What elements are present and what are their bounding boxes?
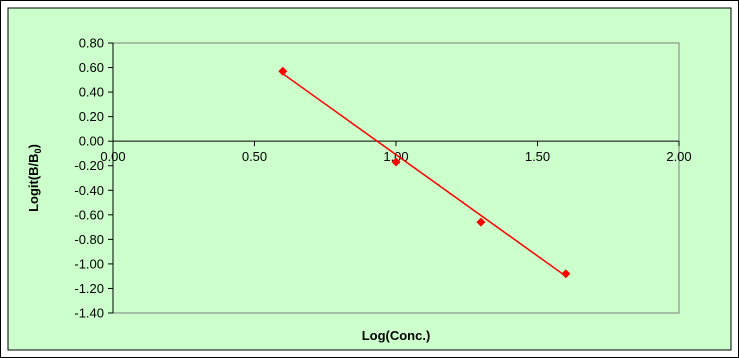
y-axis-title-main: Logit(B/B xyxy=(26,153,41,211)
plot-area xyxy=(112,42,680,314)
y-axis-title-close: ) xyxy=(26,144,41,148)
data-point-marker xyxy=(561,269,571,279)
data-point-marker xyxy=(278,66,288,76)
data-points xyxy=(278,66,571,279)
y-tick-label: -1.20 xyxy=(74,281,104,296)
y-axis: 0.80 0.60 0.40 0.20 0.00 -0.20 -0.40 -0.60 -0.80… xyxy=(74,36,114,321)
y-tick-label: -0.40 xyxy=(74,183,104,198)
x-tick-labels: 0.00 0.50 1.00 1.50 2.00 xyxy=(100,149,691,164)
x-tick-label: 1.00 xyxy=(383,149,408,164)
x-tick-label: 0.00 xyxy=(100,149,125,164)
y-tick-label: 0.80 xyxy=(79,36,104,51)
y-tick-label: 0.20 xyxy=(79,109,104,124)
x-tick-label: 0.50 xyxy=(242,149,267,164)
y-tick-label: -1.40 xyxy=(74,306,104,321)
y-axis-title-subscript: 0 xyxy=(33,148,43,153)
x-axis-title: Log(Conc.) xyxy=(362,328,431,343)
y-tick-label: -1.00 xyxy=(74,256,104,271)
data-point-marker xyxy=(391,157,401,167)
y-tick-label: 0.40 xyxy=(79,85,104,100)
y-tick-label: -0.60 xyxy=(74,207,104,222)
trendline-line xyxy=(282,73,567,277)
y-tick-label: 0.00 xyxy=(79,134,104,149)
x-axis xyxy=(112,140,680,147)
y-tick-label: -0.20 xyxy=(74,158,104,173)
x-tick-label: 1.50 xyxy=(525,149,550,164)
trendline xyxy=(282,73,567,277)
y-tick-label: -0.80 xyxy=(74,232,104,247)
x-tick-label: 2.00 xyxy=(666,149,691,164)
y-axis-title: Logit(B/B0) xyxy=(26,144,43,212)
y-tick-label: 0.60 xyxy=(79,60,104,75)
data-point-marker xyxy=(476,217,486,227)
